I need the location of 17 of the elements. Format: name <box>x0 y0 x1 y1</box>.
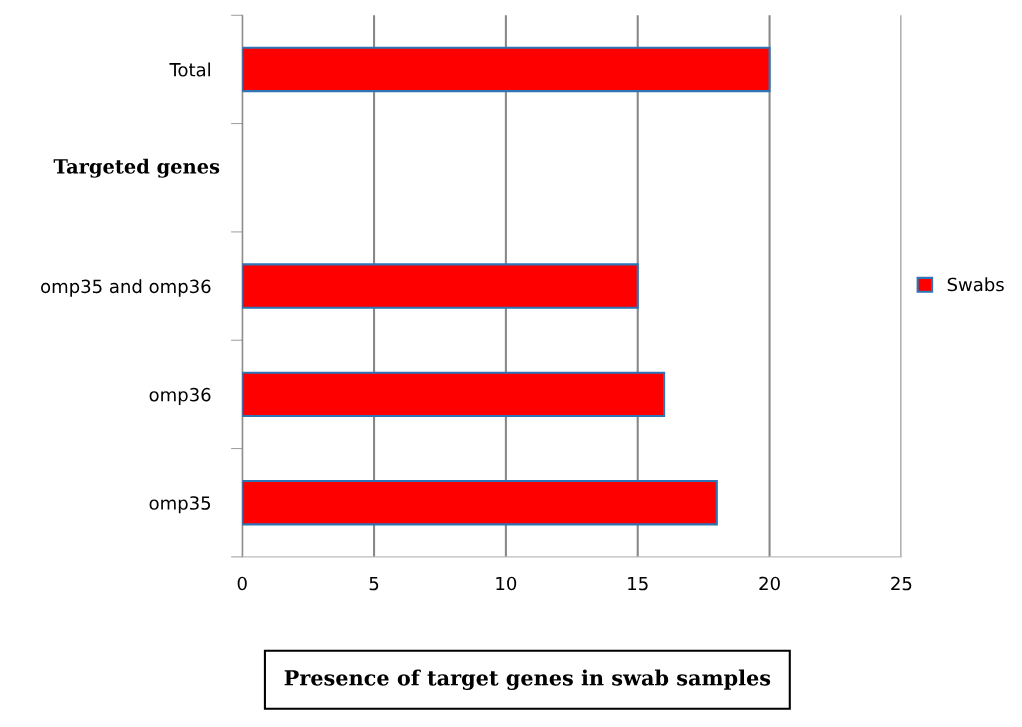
y-axis-title: Targeted genes <box>53 158 220 178</box>
bar <box>242 46 771 93</box>
x-tick-label: 15 <box>628 576 648 591</box>
y-tick-label: omp35 and omp36 <box>41 279 211 297</box>
bar <box>242 371 666 418</box>
y-tick-label: Total <box>169 62 210 77</box>
x-tick-label: 20 <box>759 576 780 591</box>
y-tick-label: omp35 <box>149 496 211 514</box>
bar <box>242 480 718 526</box>
x-tick-label: 0 <box>237 576 247 591</box>
y-tick-label: omp36 <box>149 387 211 406</box>
text: Presence of target genes in swab samples <box>284 669 771 690</box>
x-tick-label: 25 <box>891 576 912 591</box>
bar <box>242 263 639 309</box>
x-tick-label: 5 <box>369 576 379 591</box>
x-tick-label: 10 <box>496 576 517 591</box>
legend-label: Swabs <box>947 277 1004 292</box>
